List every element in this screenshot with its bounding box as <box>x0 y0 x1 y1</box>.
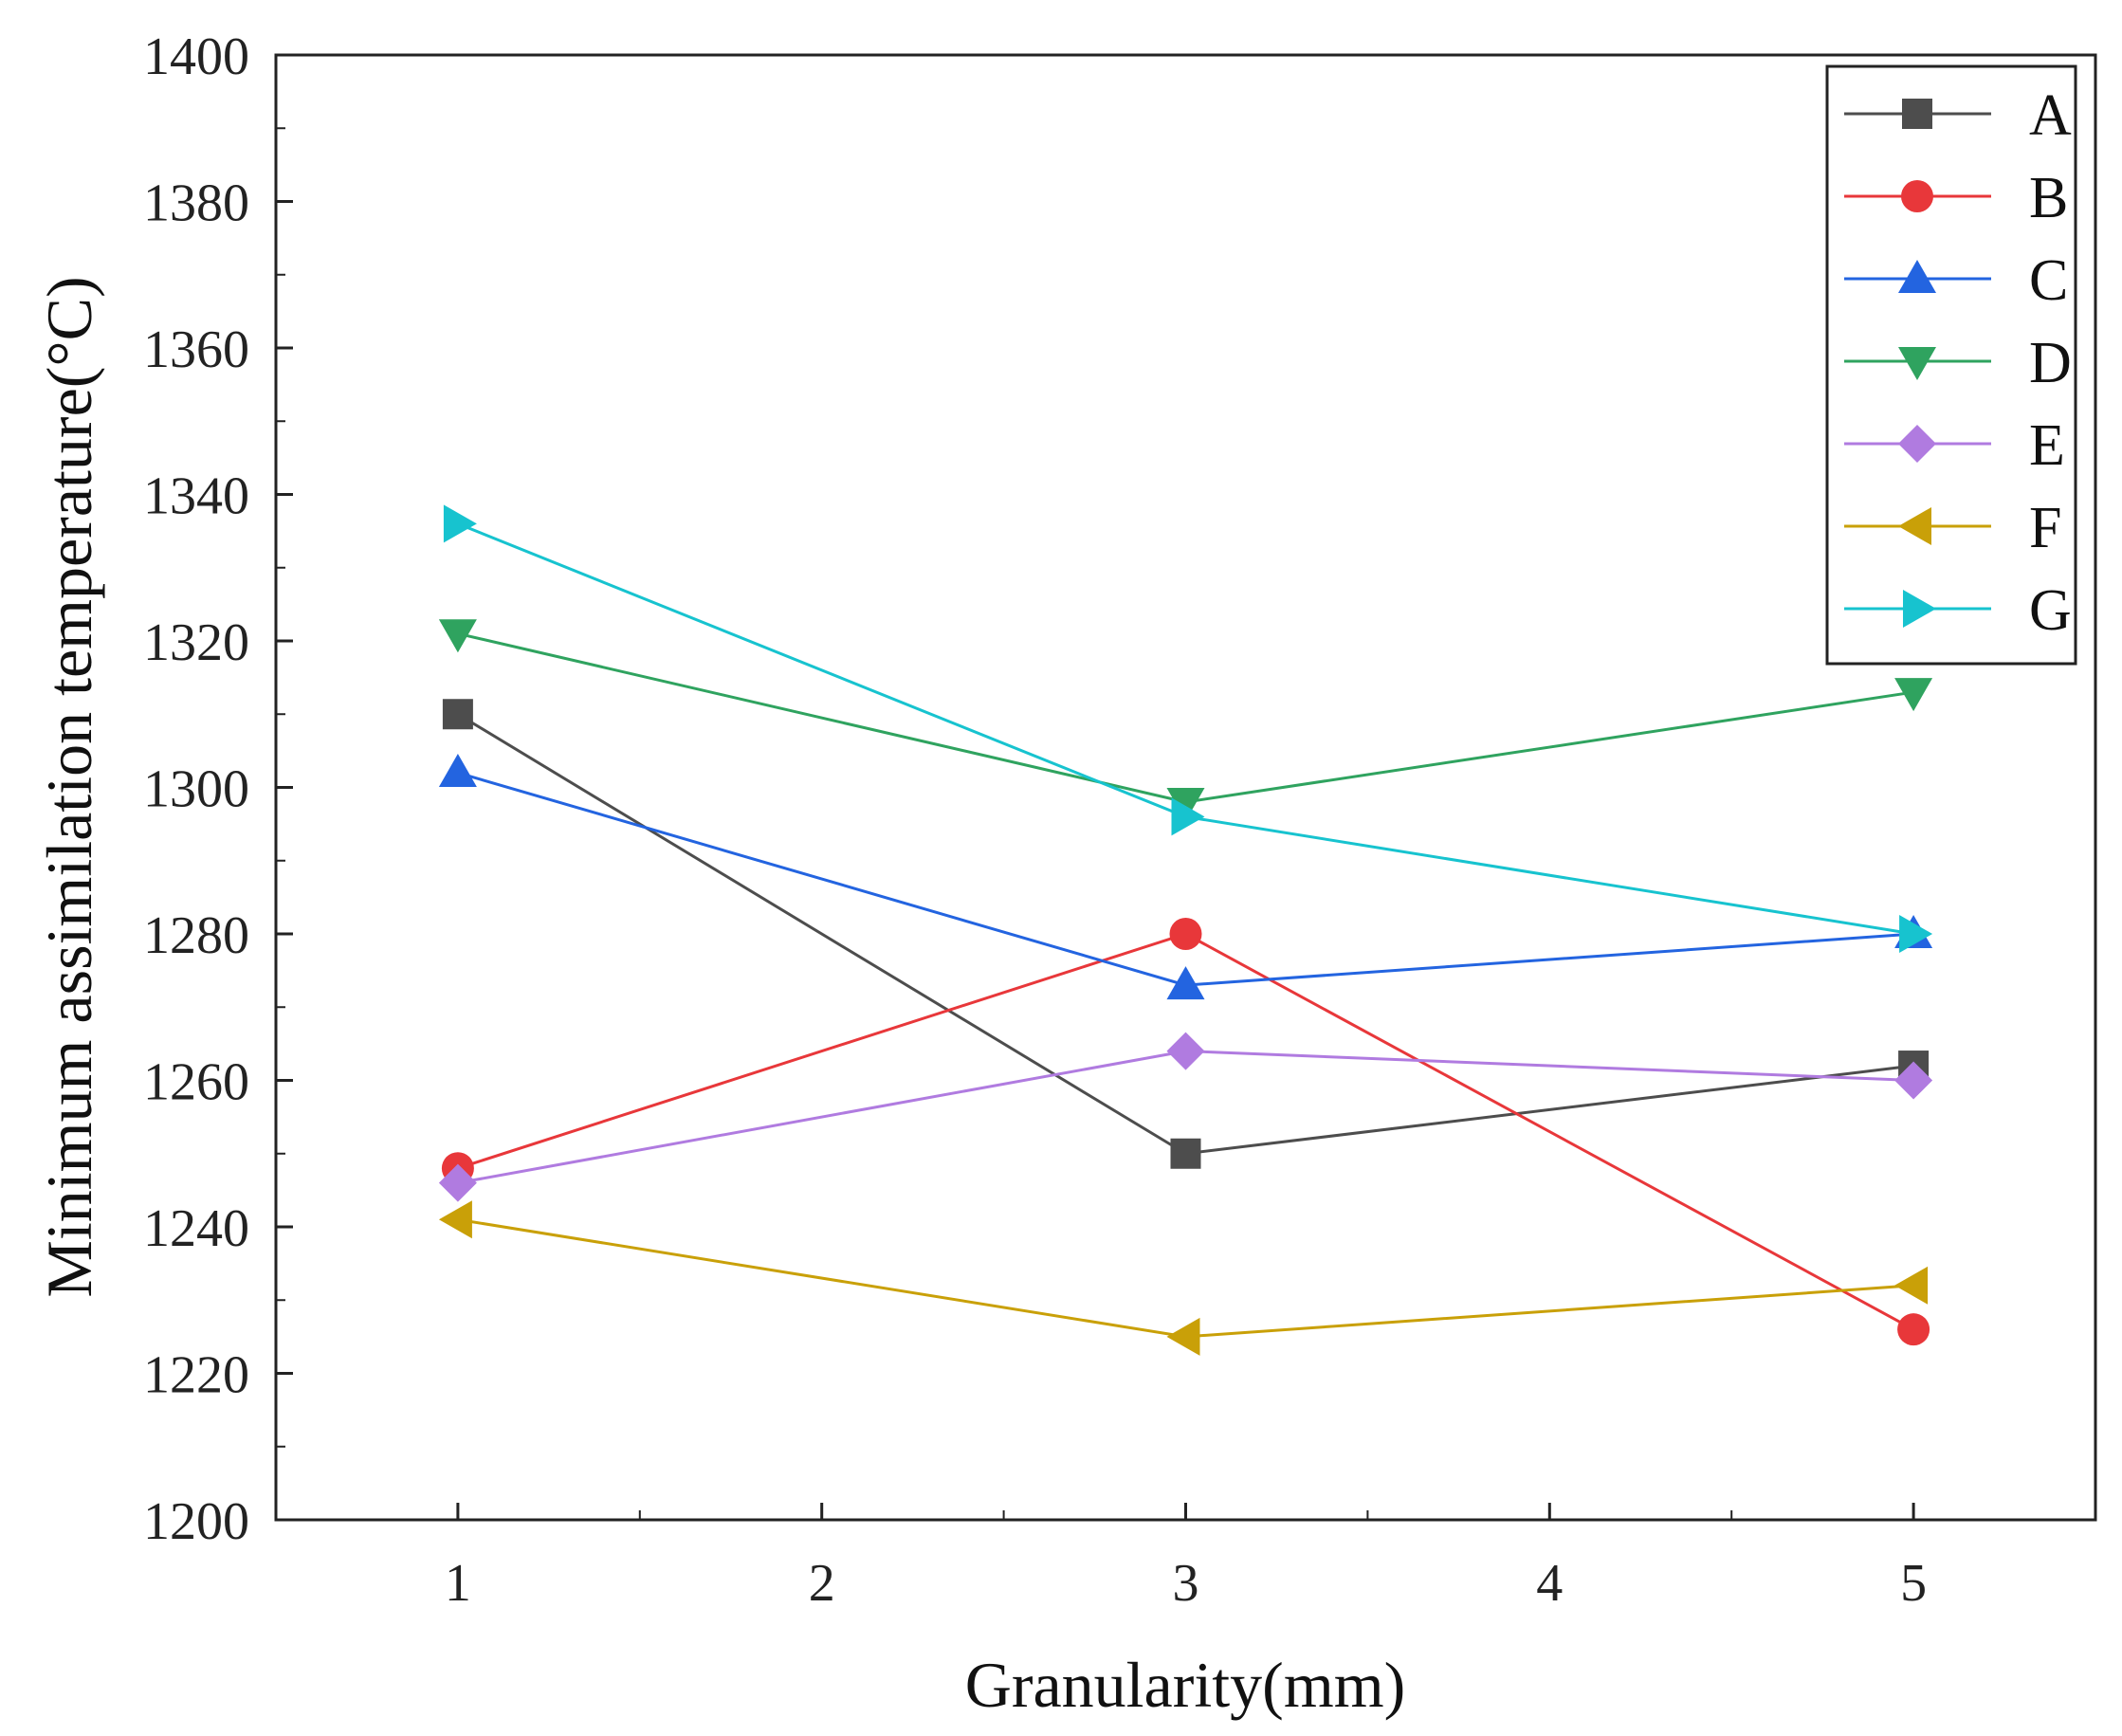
legend-label: F <box>2029 496 2061 560</box>
legend-item-a: A <box>1844 83 2072 148</box>
series-layer <box>438 504 1933 1356</box>
data-point-g-5 <box>1899 915 1933 953</box>
series-line-g <box>457 522 1914 936</box>
y-tick-label: 1220 <box>143 1346 249 1405</box>
y-tick-label: 1280 <box>143 906 249 965</box>
data-point-g-1 <box>443 504 477 543</box>
legend-item-e: E <box>1844 413 2065 478</box>
legend-marker-c <box>1898 260 1936 293</box>
data-point-f-1 <box>438 1200 472 1239</box>
series-line-d <box>457 631 1914 804</box>
legend-marker-d <box>1898 347 1936 380</box>
legend-label: G <box>2029 578 2072 643</box>
y-tick-label: 1300 <box>143 760 249 819</box>
data-point-c-3 <box>1166 966 1205 1000</box>
legend-label: B <box>2029 166 2068 230</box>
series-line-f <box>457 1217 1914 1339</box>
x-tick-label: 2 <box>809 1554 835 1613</box>
x-tick-label: 3 <box>1173 1554 1199 1613</box>
x-tick-label: 4 <box>1536 1554 1563 1613</box>
data-point-e-5 <box>1894 1061 1933 1100</box>
legend-label: E <box>2029 413 2065 478</box>
legend-marker-f <box>1898 507 1931 545</box>
data-point-a-1 <box>442 699 473 730</box>
data-point-d-5 <box>1894 678 1933 712</box>
y-tick-label: 1240 <box>143 1199 249 1258</box>
x-tick-label: 1 <box>445 1554 471 1613</box>
x-axis: 1 2 3 4 5 <box>445 1503 1927 1613</box>
y-tick-label: 1360 <box>143 320 249 379</box>
legend-item-d: D <box>1844 331 2072 395</box>
legend-label: C <box>2029 248 2068 313</box>
series-e <box>438 1032 1933 1202</box>
data-point-f-3 <box>1166 1317 1200 1356</box>
legend-item-f: F <box>1844 496 2061 560</box>
y-axis: 1200 1220 1240 1260 1280 1300 1320 1340 1360 1380… <box>143 27 293 1551</box>
x-axis-title: Granularity(mm) <box>965 1649 1406 1721</box>
legend-marker-g <box>1903 590 1936 628</box>
plot-frame <box>274 53 2097 1522</box>
data-point-g-3 <box>1171 797 1205 836</box>
series-g <box>443 504 1933 953</box>
data-point-f-5 <box>1894 1266 1929 1305</box>
x-tick-label: 5 <box>1900 1554 1927 1613</box>
series-f <box>438 1200 1929 1356</box>
legend-item-g: G <box>1844 578 2072 643</box>
legend-item-c: C <box>1844 248 2068 313</box>
data-point-e-1 <box>438 1163 477 1202</box>
y-tick-label: 1320 <box>143 613 249 672</box>
y-axis-title: Minimum assimilation temperature(°C) <box>33 276 105 1297</box>
series-d <box>438 619 1933 821</box>
legend-label: D <box>2029 331 2072 395</box>
legend-box <box>1825 64 2077 666</box>
legend-marker-b <box>1901 180 1933 212</box>
y-tick-label: 1380 <box>143 174 249 233</box>
y-tick-label: 1200 <box>143 1492 249 1551</box>
data-point-b-3 <box>1169 918 1202 950</box>
legend-label: A <box>2029 83 2072 148</box>
data-point-c-1 <box>438 754 477 788</box>
data-point-a-3 <box>1170 1138 1201 1169</box>
y-tick-label: 1340 <box>143 467 249 526</box>
y-tick-label: 1400 <box>143 27 249 86</box>
data-point-e-3 <box>1166 1032 1205 1070</box>
legend-marker-a <box>1902 99 1932 129</box>
y-tick-label: 1260 <box>143 1053 249 1112</box>
legend-marker-e <box>1898 425 1936 463</box>
data-point-b-5 <box>1897 1313 1930 1346</box>
legend-item-b: B <box>1844 166 2068 230</box>
data-point-d-1 <box>438 619 477 653</box>
data-point-d-3 <box>1166 787 1205 821</box>
